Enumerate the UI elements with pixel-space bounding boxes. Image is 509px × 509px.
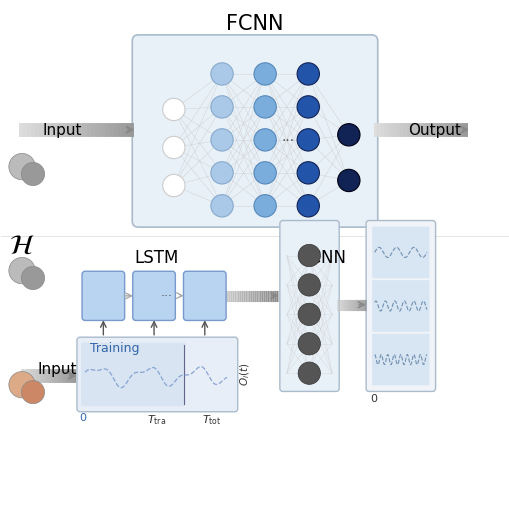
Text: Input: Input [42, 123, 82, 138]
FancyBboxPatch shape [81, 343, 185, 406]
Text: 0: 0 [79, 412, 86, 422]
Circle shape [297, 64, 319, 86]
Circle shape [162, 99, 185, 121]
Circle shape [210, 195, 233, 217]
Circle shape [210, 97, 233, 119]
Circle shape [298, 245, 320, 267]
Text: $T_{\mathrm{tra}}$: $T_{\mathrm{tra}}$ [146, 412, 165, 426]
Circle shape [253, 162, 276, 185]
FancyBboxPatch shape [77, 337, 237, 412]
Text: 0: 0 [370, 393, 377, 403]
FancyBboxPatch shape [132, 36, 377, 228]
Circle shape [253, 64, 276, 86]
Circle shape [210, 129, 233, 152]
Circle shape [337, 124, 359, 147]
Circle shape [21, 163, 44, 186]
Circle shape [210, 162, 233, 185]
Circle shape [298, 274, 320, 297]
Text: Output: Output [408, 123, 461, 138]
Circle shape [337, 170, 359, 192]
FancyBboxPatch shape [82, 272, 124, 321]
FancyBboxPatch shape [372, 280, 429, 332]
FancyBboxPatch shape [132, 272, 175, 321]
Circle shape [9, 258, 35, 284]
Circle shape [21, 381, 44, 404]
Text: $\mathcal{H}$: $\mathcal{H}$ [9, 235, 34, 259]
Text: FCNN: FCNN [226, 14, 283, 34]
FancyBboxPatch shape [279, 221, 338, 392]
Circle shape [253, 129, 276, 152]
FancyBboxPatch shape [372, 334, 429, 386]
Circle shape [298, 333, 320, 355]
Text: $T_{\mathrm{tot}}$: $T_{\mathrm{tot}}$ [202, 412, 221, 426]
Text: ···: ··· [160, 290, 172, 302]
FancyBboxPatch shape [372, 227, 429, 278]
Text: LSTM: LSTM [134, 248, 178, 266]
Circle shape [297, 195, 319, 217]
Circle shape [253, 97, 276, 119]
Circle shape [297, 162, 319, 185]
Circle shape [162, 175, 185, 197]
Circle shape [297, 129, 319, 152]
Circle shape [297, 97, 319, 119]
Circle shape [9, 372, 35, 398]
Circle shape [9, 154, 35, 181]
Circle shape [162, 137, 185, 159]
Text: ···: ··· [281, 133, 294, 148]
Circle shape [253, 195, 276, 217]
FancyBboxPatch shape [365, 221, 435, 392]
Text: $O_i(t)$: $O_i(t)$ [238, 361, 252, 385]
Circle shape [298, 362, 320, 385]
Circle shape [298, 303, 320, 326]
Circle shape [21, 267, 44, 290]
Text: Training: Training [90, 342, 139, 355]
Text: Input: Input [37, 361, 77, 376]
FancyBboxPatch shape [183, 272, 225, 321]
Text: FCNN: FCNN [300, 248, 346, 266]
Circle shape [210, 64, 233, 86]
